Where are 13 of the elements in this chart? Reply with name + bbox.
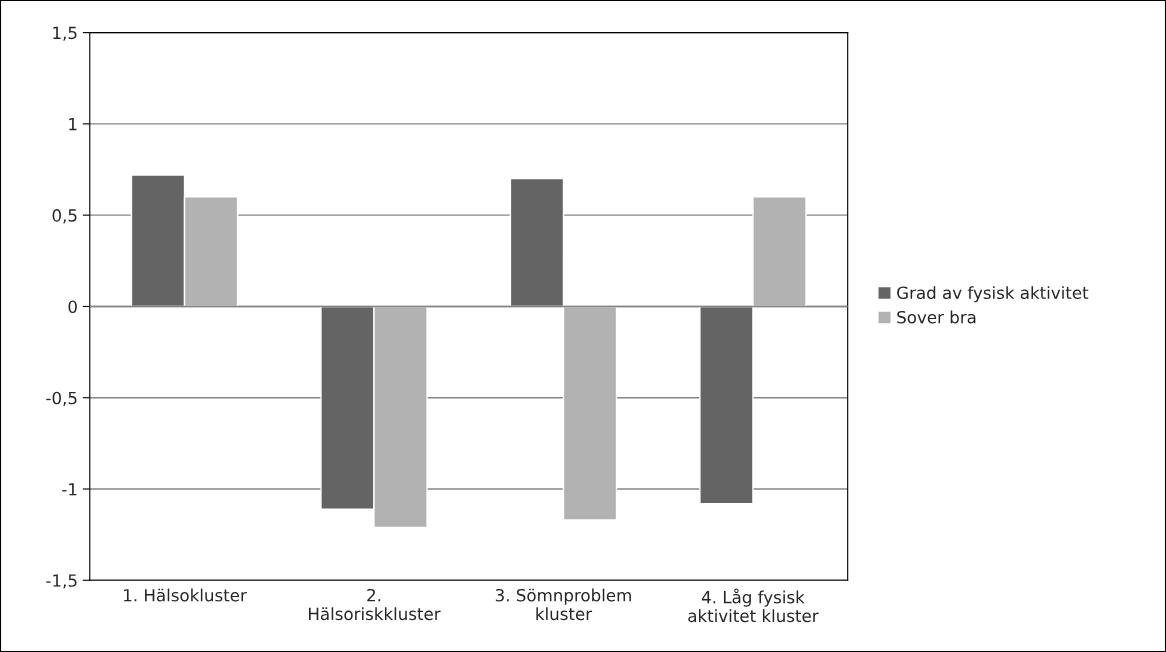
x-tick-label: 3. Sömnproblem kluster <box>495 588 631 621</box>
x-tick-label: 2. Hälsoriskkluster <box>309 588 441 621</box>
x-tick-label: 4. Låg fysisk aktivitet kluster <box>688 588 819 623</box>
y-tick-label: 0 <box>68 300 77 314</box>
y-tick-label: 1,5 <box>53 26 77 41</box>
legend-label: Grad av fysisk aktivitet <box>897 286 1089 303</box>
legend-label: Sover bra <box>897 310 976 324</box>
y-tick-label: 0,5 <box>52 209 77 224</box>
y-tick-label: 1 <box>69 118 77 131</box>
y-tick-label: -1 <box>62 483 77 496</box>
y-tick-label: -0,5 <box>46 391 77 406</box>
x-tick-label: 1. Hälsokluster <box>124 588 247 602</box>
y-tick-label: -1,5 <box>46 574 77 589</box>
